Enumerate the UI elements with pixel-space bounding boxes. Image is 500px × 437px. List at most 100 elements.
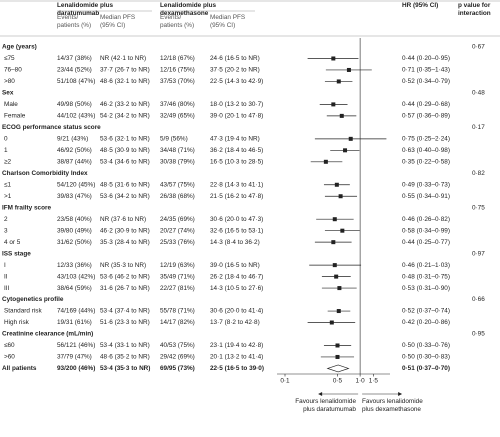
pfs-cell: 30·6 (20·0 to 41·4) [210, 308, 263, 315]
events-cell: 23/44 (52%) [57, 67, 92, 74]
hr-label: 0·52 (0·37–0·74) [402, 308, 450, 315]
hr-label: 0·49 (0·33–0·73) [402, 181, 450, 188]
hr-label: 0·44 (0·20–0·95) [402, 55, 450, 62]
pfs-cell: 32·6 (16·5 to 53·1) [210, 227, 263, 234]
pfs-cell: 48·6 (32·1 to NR) [100, 78, 150, 85]
favours-label: Favours lenalidomide plus dexamethasone [362, 398, 423, 413]
events-cell: 14/17 (82%) [160, 319, 195, 326]
hr-marker [343, 148, 348, 153]
hr-marker [331, 56, 336, 61]
group-label: Sex [2, 90, 14, 97]
events-cell: 22/27 (81%) [160, 285, 195, 292]
pfs-cell: 53·4 (34·6 to NR) [100, 158, 150, 165]
events-cell: 51/108 (47%) [57, 78, 95, 85]
events-cell: 5/9 (56%) [160, 136, 188, 143]
pfs-cell: 47·3 (19·4 to NR) [210, 136, 260, 143]
row-label: High risk [4, 319, 30, 326]
p-value: 0·82 [472, 170, 485, 177]
hr-label: 0·46 (0·26–0·82) [402, 216, 450, 223]
events-cell: 12/33 (36%) [57, 262, 92, 269]
pfs-cell: 36·2 (18·4 to 46·5) [210, 147, 263, 154]
events-cell: 44/102 (43%) [57, 113, 95, 120]
hr-marker [337, 286, 342, 291]
column-header: Events/ patients (%) [160, 14, 195, 29]
pfs-cell: 53·4 (35·3 to NR) [100, 365, 150, 372]
pfs-cell: 51·6 (23·3 to NR) [100, 319, 150, 326]
hr-marker [334, 182, 339, 187]
pfs-cell: 53·6 (46·2 to NR) [100, 273, 150, 280]
pfs-cell: 14·3 (10·5 to 27·6) [210, 285, 263, 292]
hr-marker [331, 102, 336, 107]
pfs-cell: 53·4 (37·4 to NR) [100, 308, 150, 315]
group-label: ISS stage [2, 250, 31, 257]
events-cell: 29/42 (69%) [160, 354, 195, 361]
events-cell: 38/64 (59%) [57, 285, 92, 292]
pfs-cell: 46·2 (33·2 to NR) [100, 101, 150, 108]
hr-marker [336, 309, 341, 314]
column-header: Events/ patients (%) [57, 14, 92, 29]
pfs-cell: 22·5 (16·5 to 39·0) [210, 365, 264, 372]
row-label: Standard risk [4, 308, 42, 315]
hr-label: 0·44 (0·25–0·77) [402, 239, 450, 246]
hr-label: 0·48 (0·31–0·75) [402, 273, 450, 280]
pfs-cell: NR (35·3 to NR) [100, 262, 146, 269]
row-label: >60 [4, 354, 15, 361]
pfs-cell: NR (42·1 to NR) [100, 55, 146, 62]
p-value: 0·48 [472, 90, 485, 97]
hr-marker [332, 217, 337, 222]
hr-label: 0·46 (0·21–1·03) [402, 262, 450, 269]
pfs-cell: 48·5 (30·9 to NR) [100, 147, 150, 154]
group-label: Charlson Comorbidity Index [2, 170, 88, 177]
p-value: 0·67 [472, 44, 485, 51]
events-cell: 25/33 (76%) [160, 239, 195, 246]
arm-header: Lenalidomide plus daratumumab [57, 2, 114, 17]
pfs-cell: 21·5 (16·2 to 47·8) [210, 193, 263, 200]
x-tick-label: 0·1 [280, 378, 290, 385]
row-label: 2 [4, 216, 8, 223]
row-label: ≥2 [4, 158, 12, 165]
favours-label: Favours lenalidomide plus daratumumab [295, 398, 356, 413]
row-label: II [4, 273, 8, 280]
events-cell: 40/53 (75%) [160, 342, 195, 349]
p-value: 0·95 [472, 331, 485, 338]
hr-label: 0·55 (0·34–0·91) [402, 193, 450, 200]
pfs-cell: 24·6 (16·5 to NR) [210, 55, 260, 62]
hr-label: 0·35 (0·22–0·58) [402, 158, 450, 165]
pfs-cell: 53·4 (33·1 to NR) [100, 342, 150, 349]
hr-label: 0·63 (0·40–0·98) [402, 147, 450, 154]
pfs-cell: NR (37·6 to NR) [100, 216, 146, 223]
events-cell: 49/98 (50%) [57, 101, 92, 108]
column-header: p value for interaction [458, 2, 491, 17]
pfs-cell: 18·0 (13·2 to 30·7) [210, 101, 263, 108]
x-tick-label: 1·5 [369, 378, 379, 385]
events-cell: 46/92 (50%) [57, 147, 92, 154]
events-cell: 26/38 (68%) [160, 193, 195, 200]
p-value: 0·17 [472, 124, 485, 131]
events-cell: 12/18 (67%) [160, 55, 195, 62]
row-label: 76–80 [4, 67, 22, 74]
events-cell: 23/58 (40%) [57, 216, 92, 223]
hr-label: 0·42 (0·20–0·86) [402, 319, 450, 326]
group-label: Cytogenetics profile [2, 296, 64, 303]
hr-marker [336, 79, 341, 84]
pfs-cell: 37·5 (20·2 to NR) [210, 67, 260, 74]
hr-label: 0·52 (0·34–0·79) [402, 78, 450, 85]
pfs-cell: 14·3 (8·4 to 36·2) [210, 239, 260, 246]
p-value: 0·66 [472, 296, 485, 303]
pfs-cell: 39·0 (20·1 to 47·8) [210, 113, 263, 120]
events-cell: 30/38 (79%) [160, 158, 195, 165]
hr-label: 0·57 (0·36–0·89) [402, 113, 450, 120]
arrow-head [318, 392, 323, 396]
hr-marker [339, 113, 344, 118]
row-label: ≤1 [4, 181, 12, 188]
hr-marker [332, 263, 337, 268]
pfs-cell: 23·1 (19·4 to 42·8) [210, 342, 263, 349]
row-label: Female [4, 113, 26, 120]
events-cell: 37/79 (47%) [57, 354, 92, 361]
pfs-cell: 31·6 (26·7 to NR) [100, 285, 150, 292]
row-label: III [4, 285, 10, 292]
pfs-cell: 16·5 (10·3 to 28·5) [210, 158, 263, 165]
group-label: Creatinine clearance (mL/min) [2, 331, 93, 338]
row-label: 4 or 5 [4, 239, 21, 246]
